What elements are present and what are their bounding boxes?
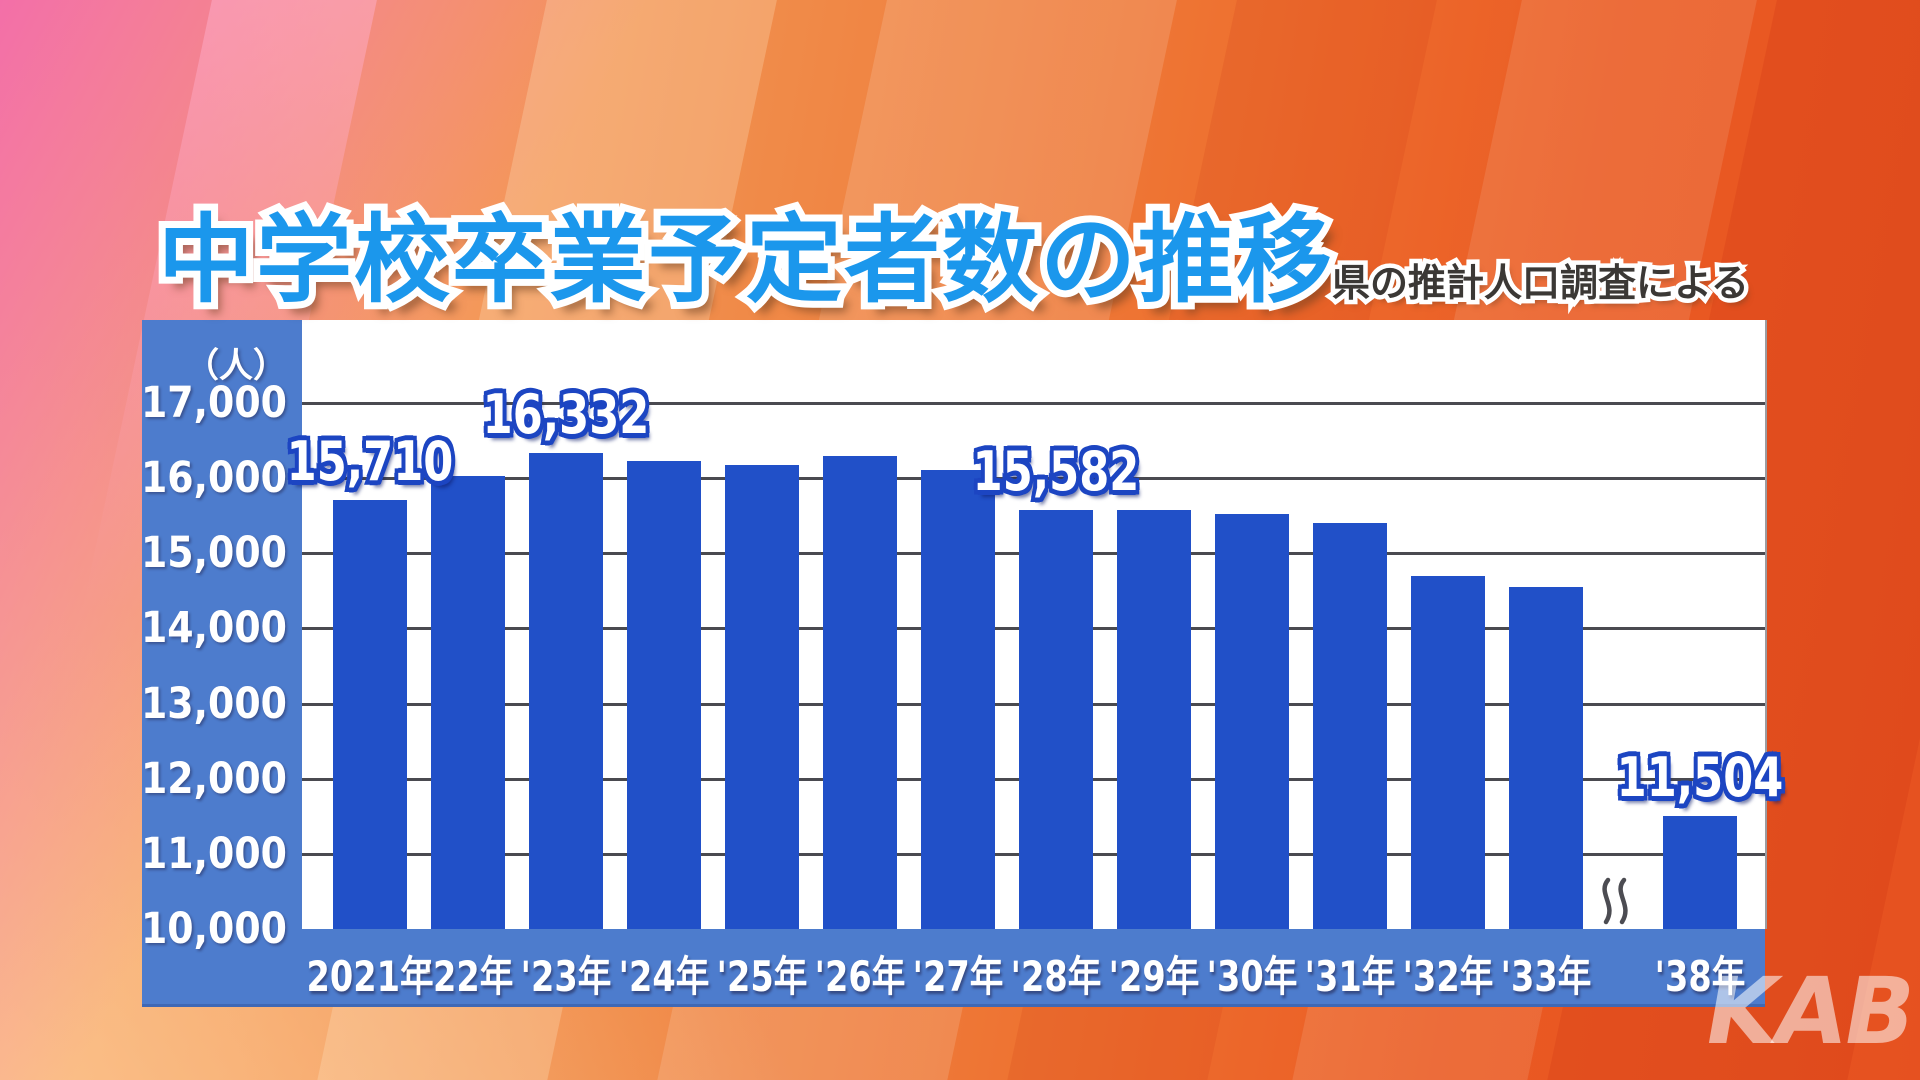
data-label: 15,582 15,582 <box>969 435 1143 507</box>
x-axis-label: '28年 <box>1010 952 1102 1001</box>
page-title-text: 中学校卒業予定者数の推移 <box>158 204 1334 316</box>
subtitle-outline: 県の推計人口調査による <box>1328 257 1754 310</box>
bar <box>627 460 701 929</box>
data-label-outline: 16,332 <box>479 379 653 451</box>
data-label: 11,504 11,504 <box>1613 741 1787 813</box>
y-tick-label: 15,000 <box>140 528 287 579</box>
bar <box>333 499 407 929</box>
x-axis-label: '23年 <box>520 952 612 1001</box>
bar <box>1019 509 1093 929</box>
x-axis-label: '38年 <box>1654 952 1746 1001</box>
y-tick-label: 10,000 <box>140 904 287 954</box>
chart-plot: （人） 17,000 16,000 15,000 14,000 13,000 12,000… <box>141 320 1787 1001</box>
data-label-outline: 15,710 <box>283 425 457 497</box>
kab-watermark-logo: KAB <box>1696 958 1920 1065</box>
y-axis-unit-label: （人） <box>185 346 287 386</box>
bar <box>823 456 897 929</box>
y-tick-label: 13,000 <box>140 678 287 729</box>
x-axis-label: '33年 <box>1500 952 1592 1001</box>
x-axis-label: '22年 <box>422 952 514 1001</box>
y-tick-label: 17,000 <box>140 378 287 429</box>
axis-break-icon <box>1602 877 1628 925</box>
bar <box>1215 514 1289 929</box>
data-label-outline: 11,504 <box>1613 741 1787 813</box>
x-axis-label: '27年 <box>912 952 1004 1001</box>
bar <box>1663 816 1737 929</box>
bar <box>1509 587 1583 929</box>
bar <box>529 453 603 929</box>
bar <box>921 469 995 929</box>
data-label: 16,332 16,332 <box>479 379 653 451</box>
data-label-text: 16,332 <box>482 383 650 447</box>
x-axis-label: '26年 <box>814 952 906 1001</box>
page-title-outline: 中学校卒業予定者数の推移 <box>151 197 1339 323</box>
data-label-text: 15,710 <box>286 429 454 493</box>
x-axis-label: '24年 <box>618 952 710 1001</box>
data-label-outline: 15,582 <box>969 435 1143 507</box>
bar <box>431 475 505 929</box>
subtitle: 県の推計人口調査による 県の推計人口調査による <box>1328 252 1754 310</box>
x-axis-label: 2021年 <box>306 952 434 1001</box>
y-tick-label: 11,000 <box>140 828 287 879</box>
page-title: 中学校卒業予定者数の推移 中学校卒業予定者数の推移 <box>151 182 1339 323</box>
gridline <box>302 477 1765 481</box>
y-tick-label: 14,000 <box>140 603 287 654</box>
bar <box>1411 575 1485 929</box>
bar <box>725 465 799 929</box>
x-axis-label: '29年 <box>1108 952 1200 1001</box>
chart-panel: （人） 17,000 16,000 15,000 14,000 13,000 12,000… <box>141 320 1787 1007</box>
x-axis-label: '32年 <box>1402 952 1494 1001</box>
x-axis-label: '30年 <box>1206 952 1298 1001</box>
data-label-text: 15,582 <box>972 439 1140 503</box>
y-tick-label: 16,000 <box>140 453 287 504</box>
x-axis-label: '25年 <box>716 952 808 1001</box>
gridline <box>302 402 1765 406</box>
data-label: 15,710 15,710 <box>283 425 457 497</box>
data-label-text: 11,504 <box>1616 745 1784 809</box>
y-tick-label: 12,000 <box>140 753 287 804</box>
bar <box>1313 523 1387 929</box>
x-axis-label: '31年 <box>1304 952 1396 1001</box>
bar <box>1117 510 1191 929</box>
subtitle-text: 県の推計人口調査による <box>1332 261 1749 305</box>
